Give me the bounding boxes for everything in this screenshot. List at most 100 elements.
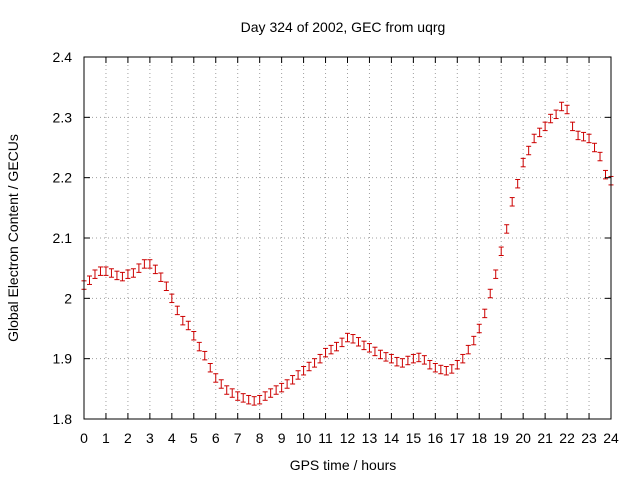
x-tick-label: 23 (581, 430, 597, 446)
data-point (147, 259, 153, 269)
data-point (262, 391, 268, 401)
data-point (383, 352, 389, 362)
data-point (108, 268, 114, 278)
data-point (509, 197, 515, 207)
data-point (268, 388, 274, 398)
data-point (196, 341, 202, 352)
data-point (86, 275, 92, 285)
x-tick-label: 13 (362, 430, 378, 446)
data-point (328, 344, 334, 355)
x-tick-label: 21 (537, 430, 553, 446)
data-point (460, 353, 466, 364)
chart-title: Day 324 of 2002, GEC from uqrg (241, 19, 446, 35)
data-point (180, 315, 186, 326)
data-point (570, 121, 576, 132)
data-point (537, 127, 543, 138)
data-point (301, 366, 307, 376)
x-axis-label: GPS time / hours (290, 457, 397, 473)
data-point (438, 364, 444, 375)
data-point (405, 355, 411, 366)
data-point (92, 269, 98, 279)
data-point (416, 352, 422, 363)
data-point (487, 288, 493, 299)
data-point (432, 362, 438, 373)
x-tick-label: 0 (80, 430, 88, 446)
data-point (218, 379, 224, 389)
data-point (394, 356, 400, 367)
data-point (350, 334, 356, 344)
y-tick-label: 2.4 (53, 49, 73, 65)
x-tick-label: 24 (603, 430, 619, 446)
data-point (191, 331, 197, 341)
data-point (526, 145, 532, 156)
y-tick-label: 2.3 (53, 109, 73, 125)
x-tick-label: 1 (102, 430, 110, 446)
data-point (542, 121, 548, 132)
data-point (377, 349, 383, 360)
x-tick-label: 16 (428, 430, 444, 446)
x-tick-label: 6 (212, 430, 220, 446)
data-point (163, 281, 169, 291)
data-point (119, 271, 125, 282)
grid (84, 57, 611, 419)
data-point (443, 366, 449, 376)
x-tick-label: 3 (146, 430, 154, 446)
data-point (531, 133, 537, 144)
data-point (449, 364, 455, 374)
data-point (240, 393, 246, 403)
data-point (548, 113, 554, 124)
data-point (465, 344, 471, 355)
data-point (471, 335, 477, 346)
data-point (251, 396, 257, 406)
x-tick-label: 12 (340, 430, 356, 446)
data-point (207, 362, 213, 373)
x-tick-label: 18 (471, 430, 487, 446)
x-tick-label: 22 (559, 430, 575, 446)
data-point (323, 347, 329, 358)
x-tick-label: 10 (296, 430, 312, 446)
data-point (564, 104, 570, 115)
data-point (235, 391, 241, 401)
y-tick-label: 2.2 (53, 170, 73, 186)
x-tick-label: 8 (256, 430, 264, 446)
data-series (81, 101, 614, 406)
data-point (399, 358, 405, 368)
data-point (493, 269, 499, 279)
data-point (515, 178, 521, 189)
x-tick-label: 15 (406, 430, 422, 446)
x-tick-label: 14 (384, 430, 400, 446)
data-point (152, 264, 158, 275)
data-point (476, 323, 482, 334)
data-point (586, 133, 592, 144)
data-point (334, 341, 340, 352)
data-point (114, 270, 120, 281)
data-point (202, 350, 208, 361)
data-point (388, 353, 394, 364)
y-axis-label: Global Electron Content / GECUs (5, 134, 21, 342)
x-tick-label: 9 (278, 430, 286, 446)
data-point (213, 373, 219, 383)
data-point (174, 305, 180, 316)
data-point (361, 340, 367, 351)
data-point (317, 353, 323, 364)
data-point (257, 394, 263, 405)
data-point (279, 382, 285, 393)
x-tick-label: 2 (124, 430, 132, 446)
data-point (559, 101, 565, 112)
x-tick-label: 11 (318, 430, 333, 446)
data-point (229, 388, 235, 398)
data-point (454, 359, 460, 370)
data-point (553, 109, 559, 120)
axis-ticks: 0 1 2 3 4 5 6 7 8 9 10 11 12 13 14 15 16 17 18 19 20 21 22 23 24… (53, 49, 619, 446)
data-point (103, 266, 109, 276)
x-tick-label: 4 (168, 430, 176, 446)
data-point (290, 375, 296, 385)
data-point (246, 394, 252, 405)
y-tick-label: 2 (64, 290, 72, 306)
data-point (185, 320, 191, 331)
data-point (482, 308, 488, 319)
data-point (295, 370, 301, 380)
y-tick-label: 1.8 (53, 411, 73, 427)
y-tick-label: 1.9 (53, 351, 73, 367)
